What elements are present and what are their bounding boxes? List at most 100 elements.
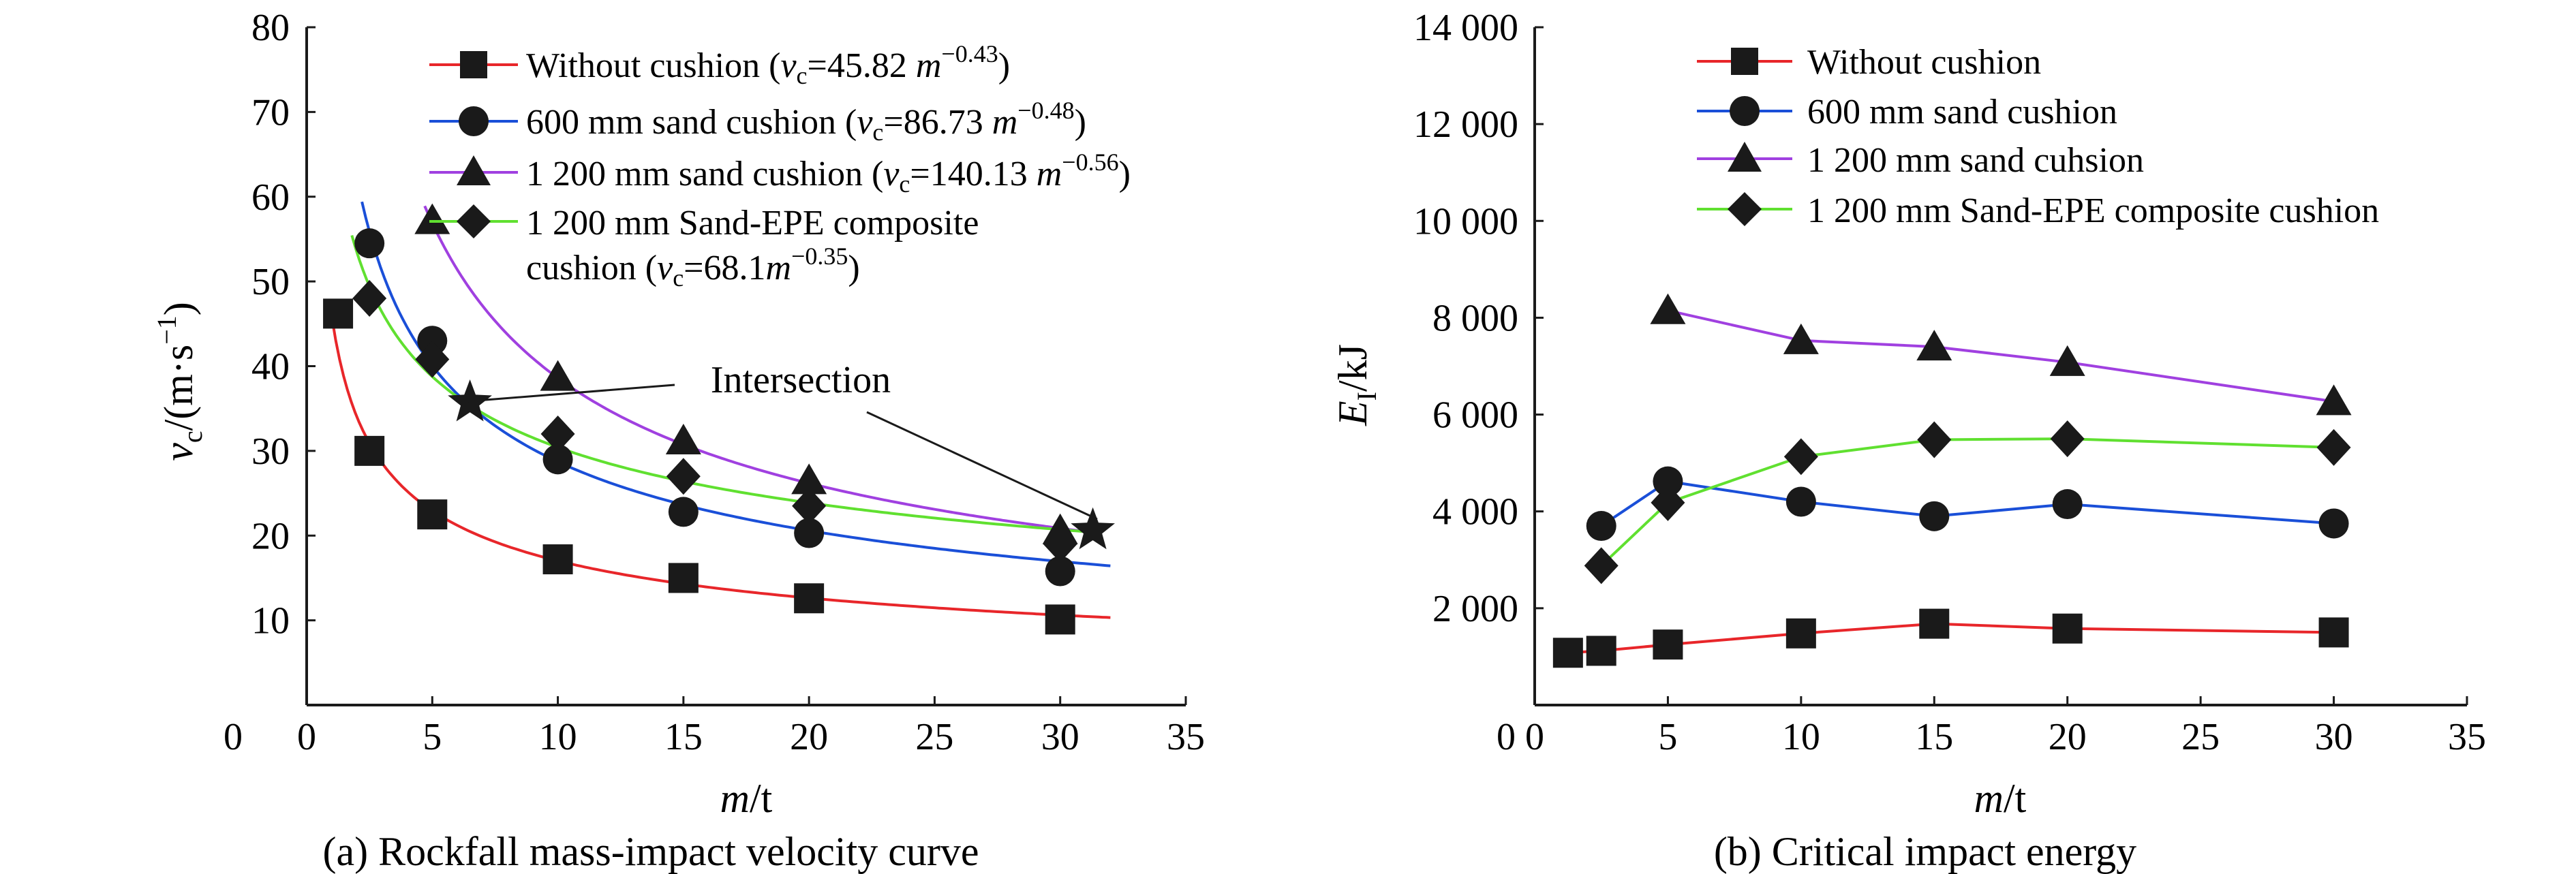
chart-a-point-s0-2 — [417, 499, 448, 530]
chart-b-point-s1-3 — [1919, 501, 1950, 531]
chart-b-point-s2-2 — [1916, 330, 1952, 361]
chart-b-xtick-label: 10 — [1782, 716, 1820, 758]
chart-a-point-s2-2 — [665, 423, 701, 454]
legend-a-label-3a: 1 200 mm Sand-EPE composite — [526, 204, 979, 243]
chart-b-point-s1-1 — [1653, 466, 1683, 497]
chart-b-xlabel: m/t — [1974, 776, 2027, 821]
chart-b-ytick-label: 10 000 — [1413, 200, 1518, 243]
chart-a-point-s0-0 — [323, 298, 354, 329]
chart-b-point-s0-0 — [1552, 638, 1583, 668]
chart-b-point-s3-4 — [2050, 420, 2085, 458]
chart-b-point-s1-0 — [1586, 511, 1616, 542]
chart-b-point-s1-4 — [2052, 489, 2083, 520]
chart-a-point-s0-4 — [668, 563, 699, 593]
chart-a-ytick-label: 20 — [251, 515, 290, 557]
chart-a-xtick-label: 5 — [423, 716, 442, 758]
chart-b-xtick-label: 35 — [2448, 716, 2486, 758]
chart-b-point-s0-1 — [1586, 636, 1616, 666]
chart-b-xtick-label: 30 — [2315, 716, 2353, 758]
chart-b-point-s3-3 — [1917, 421, 1952, 458]
chart-a-caption: (a) Rockfall mass-impact velocity curve — [323, 829, 979, 874]
chart-b-xtick-label: 25 — [2181, 716, 2220, 758]
chart-b-point-s0-4 — [1919, 608, 1950, 639]
legend-b-item-0: Without cushion — [1697, 43, 2041, 82]
chart-a-xtick-label: 35 — [1167, 716, 1205, 758]
chart-b-xtick-label: 20 — [2049, 716, 2087, 758]
chart-b-ytick-label: 2 000 — [1432, 588, 1518, 630]
legend-b-label-0: Without cushion — [1807, 43, 2041, 82]
annotation-arrow-right — [866, 411, 1098, 520]
chart-a-xtick-label: 10 — [539, 716, 577, 758]
chart-a-point-s1-3 — [668, 497, 699, 527]
chart-b-ytick-label: 12 000 — [1413, 104, 1518, 146]
chart-b-point-s2-0 — [1650, 293, 1686, 324]
chart-a-point-s3-0 — [352, 280, 387, 317]
chart-a-xlabel: m/t — [720, 776, 773, 821]
legend-b-item-2: 1 200 mm sand cuhsion — [1697, 141, 2144, 180]
chart-a-point-s1-5 — [1045, 556, 1075, 587]
chart-a-point-s1-0 — [354, 228, 385, 259]
chart-a-point-s2-0 — [414, 203, 450, 234]
chart-b-point-s3-0 — [1584, 547, 1619, 584]
chart-b-point-s2-4 — [2316, 384, 2352, 416]
chart-b-legend: Without cushion 600 mm sand cushion 1 20… — [1697, 43, 2379, 230]
chart-b: 0 5 10 15 20 25 30 35 2 000 4 000 6 000 8 000 10 000… — [1330, 7, 2486, 874]
chart-b-xtick-label: 0 — [1525, 716, 1544, 758]
chart-a-ytick-label: 30 — [251, 431, 290, 473]
legend-b-item-3: 1 200 mm Sand-EPE composite cushion — [1697, 191, 2379, 230]
chart-b-point-s3-1 — [1651, 484, 1685, 521]
legend-b-label-3: 1 200 mm Sand-EPE composite cushion — [1807, 191, 2379, 230]
chart-a-point-s3-5 — [1043, 525, 1077, 563]
chart-a-point-s2-3 — [791, 463, 827, 495]
legend-a-item-600mm: 600 mm sand cushion (vc=86.73 m−0.48) — [429, 97, 1086, 146]
chart-b-point-s2-1 — [1783, 323, 1819, 354]
legend-b-marker-2 — [1728, 142, 1762, 172]
chart-a-point-s2-1 — [540, 360, 576, 391]
chart-b-line-0 — [1567, 622, 2334, 655]
legend-a-marker-2 — [457, 155, 491, 185]
chart-b-ytick-label: 8 000 — [1432, 297, 1518, 339]
chart-a-fit-curve-2 — [423, 205, 1086, 533]
chart-a-point-s0-3 — [542, 544, 573, 575]
legend-a-item-sand-epe: 1 200 mm Sand-EPE composite cushion (vc=… — [429, 204, 979, 292]
chart-a-xtick-label: 25 — [915, 716, 953, 758]
legend-a-label-3b: cushion (vc=68.1m−0.35) — [526, 243, 860, 292]
chart-a-point-s3-3 — [666, 458, 701, 495]
chart-a: 0 5 10 15 20 25 30 35 10 20 30 40 50 60 70 80 0 vc/(m·s−… — [151, 7, 1205, 874]
chart-a-origin-label: 0 — [224, 716, 243, 758]
chart-a-point-s0-5 — [794, 583, 825, 614]
intersection-star-1 — [1071, 507, 1115, 550]
chart-b-point-s2-3 — [2049, 345, 2085, 376]
chart-a-point-s3-2 — [540, 416, 575, 452]
legend-a-marker-3 — [457, 204, 491, 238]
annotation-arrow-left — [459, 384, 675, 403]
chart-b-ytick-label: 14 000 — [1413, 7, 1518, 49]
legend-b-label-1: 600 mm sand cushion — [1807, 93, 2117, 131]
chart-b-line-2 — [1667, 309, 2334, 403]
chart-a-legend: Without cushion (vc=45.82 m−0.43) 600 mm… — [429, 40, 1131, 292]
chart-a-point-s3-4 — [792, 487, 827, 525]
legend-a-item-without-cushion: Without cushion (vc=45.82 m−0.43) — [429, 40, 1010, 89]
chart-a-ytick-label: 40 — [251, 346, 290, 388]
legend-b-label-2: 1 200 mm sand cuhsion — [1807, 141, 2144, 180]
chart-b-xtick-label: 5 — [1658, 716, 1677, 758]
chart-a-point-s0-6 — [1045, 604, 1075, 635]
chart-b-line-3 — [1600, 437, 2334, 567]
legend-a-item-1200mm: 1 200 mm sand cushion (vc=140.13 m−0.56) — [429, 149, 1131, 198]
legend-a-marker-0 — [460, 51, 487, 78]
legend-b-item-1: 600 mm sand cushion — [1697, 93, 2117, 131]
chart-b-point-s3-5 — [2316, 428, 2351, 466]
chart-b-xtick-label: 15 — [1915, 716, 1953, 758]
chart-a-ylabel: vc/(m·s−1) — [151, 302, 208, 461]
chart-b-point-s0-6 — [2318, 617, 2349, 648]
chart-b-point-s0-3 — [1785, 618, 1816, 649]
chart-a-ytick-label: 10 — [251, 600, 290, 642]
legend-b-marker-0 — [1731, 48, 1758, 75]
chart-a-point-s1-4 — [794, 518, 825, 548]
chart-a-point-s0-1 — [354, 435, 385, 466]
chart-a-ytick-label: 70 — [251, 91, 290, 134]
legend-b-marker-1 — [1730, 96, 1760, 126]
chart-b-point-s3-2 — [1783, 438, 1818, 475]
legend-b-marker-3 — [1728, 192, 1762, 226]
chart-a-fit-curve-1 — [361, 201, 1111, 567]
